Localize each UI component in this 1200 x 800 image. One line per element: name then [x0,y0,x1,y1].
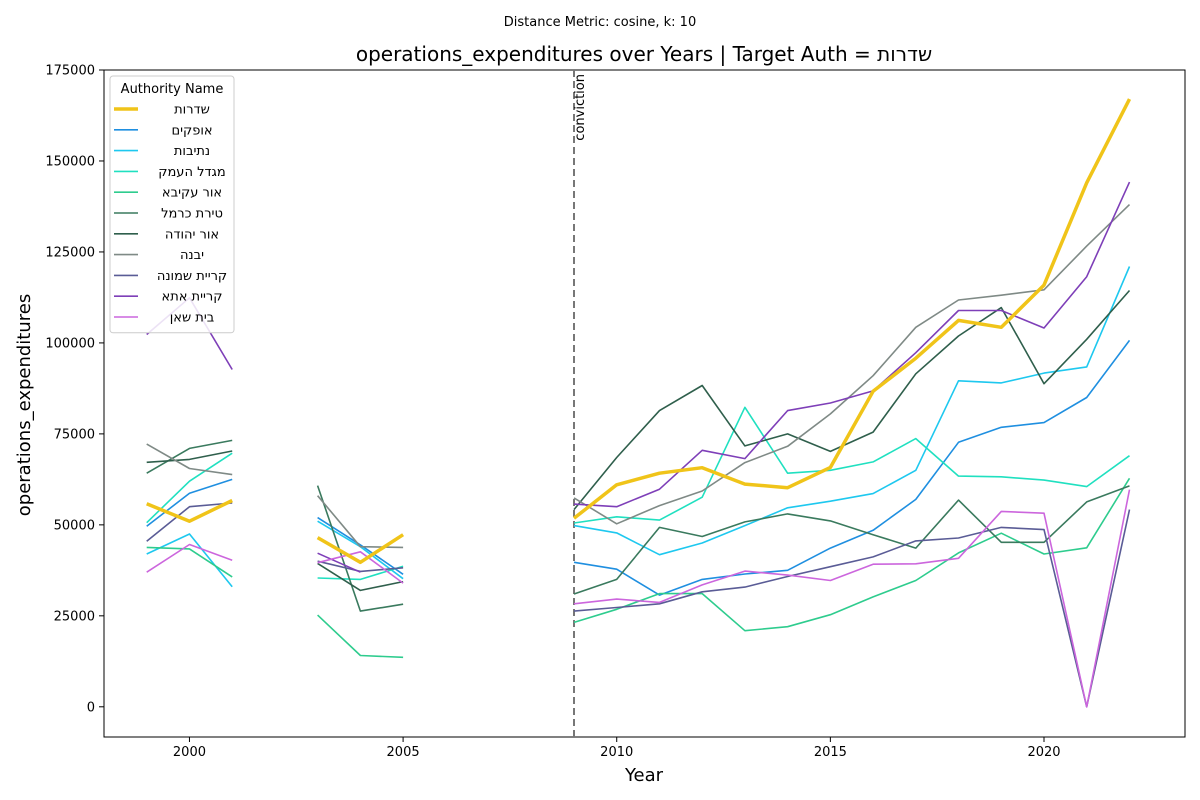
legend-entry: אור עקיבא [162,186,222,201]
series-line [146,498,233,523]
plot-area: 2000 2005 2010 2015 2020 0 25000 50000 75000 1000… [45,64,1186,760]
legend: Authority Name שדרות אופקים נתיבות מגדל העמק… [109,75,235,334]
legend-entry: קריית שמונה [157,269,227,284]
x-axis-label: Year [624,765,664,786]
legend-box [109,75,235,334]
y-tick-label: 175000 [45,64,95,79]
series-line [316,533,405,565]
legend-entry: בית שאן [170,311,215,326]
y-tick-label: 0 [87,700,95,715]
series-line [573,489,1131,708]
series-line [146,502,233,542]
y-tick-label: 75000 [54,427,95,442]
series-line [573,485,1130,595]
legend-entry: שדרות [174,103,210,118]
chart-title: operations_expenditures over Years | Tar… [356,42,932,66]
y-tick-label: 25000 [54,609,95,624]
series-line [573,204,1131,525]
series-line [146,443,233,476]
series-אור יהודה [146,289,1131,592]
legend-entry: מגדל העמק [158,165,226,180]
series-line [146,478,233,527]
series-line [573,266,1131,556]
legend-entry: טירת כרמל [161,207,223,222]
y-tick-label: 50000 [54,518,95,533]
y-axis-label: operations_expenditures [14,294,35,516]
legend-entry: אופקים [171,123,212,138]
x-tick-label: 2020 [1027,745,1060,760]
x-tick-label: 2015 [814,745,847,760]
series-שדרות [146,98,1132,565]
legend-entry: קריית אתא [162,290,223,305]
series-line [573,289,1131,511]
chart-suptitle: Distance Metric: cosine, k: 10 [504,15,696,30]
conviction-annotation: conviction [573,74,588,141]
x-tick-label: 2000 [173,745,206,760]
series-בית שאן [146,489,1131,708]
y-tick-label: 125000 [45,245,95,260]
series-line [573,509,1131,708]
series-line [317,565,404,581]
series-line [146,452,233,524]
x-tick-label: 2005 [387,745,420,760]
axes-frame [103,69,1186,738]
y-tick-label: 100000 [45,336,95,351]
series-קריית אתא [146,181,1131,573]
series-line [317,550,404,584]
series-line [317,552,361,573]
series-line [317,614,404,659]
legend-entry: יבנה [180,248,204,263]
y-tick-label: 150000 [45,154,95,169]
series-יבנה [146,204,1131,549]
series-line [573,406,1130,524]
legend-entry: אור יהודה [165,227,219,242]
series-line [316,495,404,549]
series-line [146,546,233,578]
series-טירת כרמל [146,439,1130,612]
series-line [146,533,233,588]
x-tick-label: 2010 [600,745,633,760]
legend-entry: נתיבות [174,144,210,159]
series-נתיבות [146,266,1131,588]
series-line [146,450,233,464]
series-line [572,98,1132,520]
legend-title: Authority Name [121,82,224,97]
series-line [316,485,404,612]
series-line [146,439,233,474]
series-אור עקיבא [146,477,1131,659]
series-אופקים [146,339,1131,596]
series-line [573,477,1131,632]
series-line [573,339,1131,596]
series-line [573,181,1131,508]
series-line [146,543,233,573]
series-line [317,562,404,592]
